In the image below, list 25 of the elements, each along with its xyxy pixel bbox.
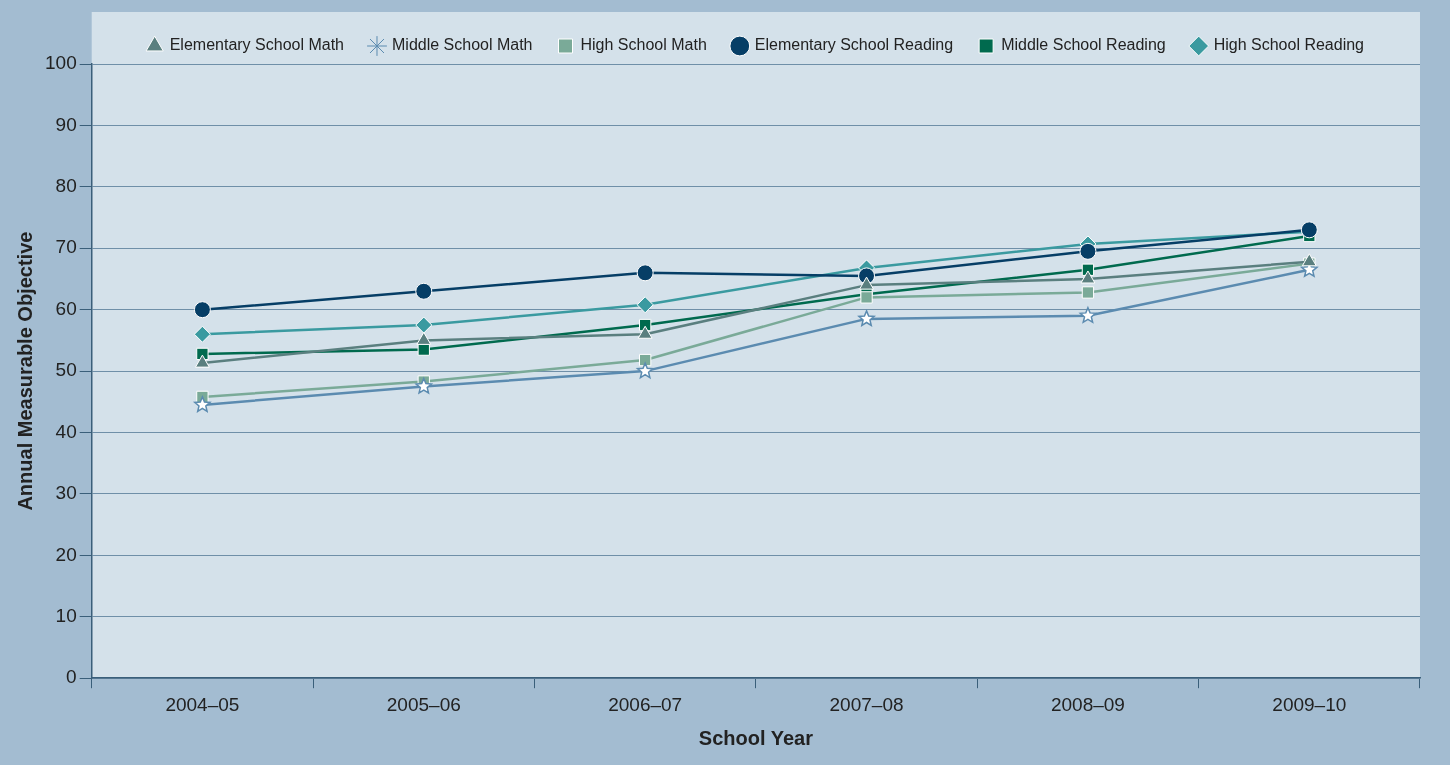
y-tick-label: 40 bbox=[55, 420, 77, 442]
y-tick-label: 90 bbox=[55, 113, 77, 135]
y-tick-label: 100 bbox=[45, 52, 77, 74]
x-tick-label: 2005–06 bbox=[386, 693, 461, 715]
legend-label: Elementary School Reading bbox=[754, 36, 954, 54]
x-tick-label: 2009–10 bbox=[1272, 693, 1347, 715]
legend-label: High School Math bbox=[580, 36, 707, 54]
y-tick-label: 50 bbox=[55, 359, 77, 381]
y-tick-label: 70 bbox=[55, 236, 77, 258]
x-tick-label: 2004–05 bbox=[165, 693, 240, 715]
y-axis-title: Annual Measurable Objective bbox=[13, 231, 36, 511]
y-tick-label: 30 bbox=[55, 482, 77, 504]
y-tick-label: 10 bbox=[55, 605, 77, 627]
y-tick-label: 80 bbox=[55, 175, 77, 197]
x-tick-label: 2007–08 bbox=[829, 693, 904, 715]
x-tick-label: 2008–09 bbox=[1050, 693, 1125, 715]
legend-label: Elementary School Math bbox=[169, 36, 345, 54]
y-tick-label: 0 bbox=[66, 666, 77, 688]
legend-label: Middle School Reading bbox=[1001, 36, 1166, 54]
legend-label: High School Reading bbox=[1213, 36, 1365, 54]
legend-label: Middle School Math bbox=[392, 36, 533, 54]
x-axis-title: School Year bbox=[698, 726, 814, 749]
x-tick-label: 2006–07 bbox=[608, 693, 683, 715]
y-tick-label: 60 bbox=[55, 297, 77, 319]
y-tick-label: 20 bbox=[55, 543, 77, 565]
